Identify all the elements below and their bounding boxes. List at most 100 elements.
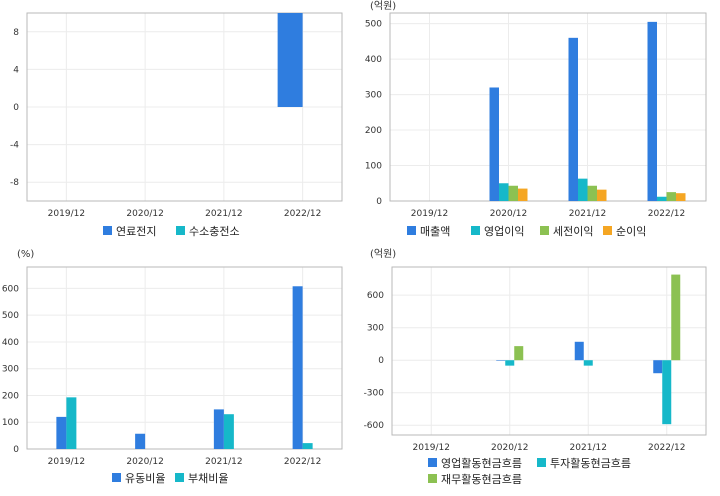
y-tick-label: 400 <box>2 338 19 348</box>
legend-label: 세전이익 <box>553 225 593 238</box>
legend-item[interactable]: 영업활동현금흐름 <box>428 456 522 470</box>
plot-frame <box>391 266 707 436</box>
bar <box>671 274 681 361</box>
legend-label: 영업이익 <box>484 225 524 238</box>
unit-label: (억원) <box>370 248 396 260</box>
legend-swatch <box>175 473 184 482</box>
bar <box>666 192 676 201</box>
legend-label: 투자활동현금흐름 <box>550 456 631 470</box>
y-tick-label: 600 <box>367 291 384 301</box>
x-tick-label: 2020/12 <box>491 443 528 453</box>
chart-2: 0 100 200 300 400 500 (억원) 2019/12 2020/12 2021/1… <box>365 0 707 238</box>
y-tick-label: 400 <box>365 55 382 65</box>
legend-swatch <box>428 474 437 483</box>
x-tick-label: 2022/12 <box>284 209 321 219</box>
y-tick-label: 200 <box>2 391 19 401</box>
legend-swatch <box>537 458 546 467</box>
legend-label: 순이익 <box>616 225 646 238</box>
bar <box>653 360 663 374</box>
legend-item[interactable]: 순이익 <box>603 225 646 238</box>
legend-item[interactable]: 투자활동현금흐름 <box>537 456 631 470</box>
y-tick-label: 300 <box>367 324 384 334</box>
bar <box>277 13 303 107</box>
legend-item[interactable]: 영업이익 <box>471 225 524 238</box>
y-tick-label: 500 <box>2 311 19 321</box>
bar <box>496 360 506 361</box>
y-tick-label: 8 <box>13 28 19 38</box>
bar <box>578 178 588 201</box>
plot-frame <box>26 12 343 202</box>
y-tick-label: 300 <box>365 91 382 101</box>
bar <box>597 189 607 201</box>
legend-item[interactable]: 재무활동현금흐름 <box>428 472 522 486</box>
bar <box>505 360 515 366</box>
bar <box>518 188 528 201</box>
y-tick-label: -600 <box>364 421 385 431</box>
bar <box>292 286 303 449</box>
bar <box>213 409 224 449</box>
y-tick-label: 600 <box>2 284 19 294</box>
y-tick-label: 200 <box>365 126 382 136</box>
x-tick-label: 2019/12 <box>48 457 85 467</box>
legend-swatch <box>176 226 185 235</box>
legend-item[interactable]: 매출액 <box>407 225 450 238</box>
legend-swatch <box>407 226 416 235</box>
legend-swatch <box>112 473 121 482</box>
x-tick-label: 2022/12 <box>648 209 685 219</box>
bar <box>657 196 667 201</box>
y-tick-label: 500 <box>365 20 382 30</box>
bar <box>56 416 67 449</box>
legend-label: 매출액 <box>420 225 450 238</box>
plot-frame <box>26 266 343 450</box>
legend-swatch <box>471 226 480 235</box>
legend-label: 수소충전소 <box>189 225 240 238</box>
bar <box>676 193 686 201</box>
bar <box>583 360 593 366</box>
x-tick-label: 2019/12 <box>411 209 448 219</box>
bar <box>647 21 657 202</box>
x-tick-label: 2021/12 <box>205 209 242 219</box>
x-tick-label: 2021/12 <box>569 209 606 219</box>
y-tick-label: 0 <box>13 103 19 113</box>
legend-swatch <box>103 226 112 235</box>
unit-label: (억원) <box>370 0 396 12</box>
chart-3: 0 100 200 300 400 500 600 (%) 2019/12 2020/12 2021… <box>2 249 343 485</box>
legend-label: 영업활동현금흐름 <box>441 456 522 470</box>
bar <box>66 397 77 449</box>
x-tick-label: 2022/12 <box>648 443 685 453</box>
x-tick-label: 2019/12 <box>48 209 85 219</box>
legend-swatch <box>428 458 437 467</box>
y-tick-label: 0 <box>13 445 19 455</box>
legend-label: 유동비율 <box>125 472 165 485</box>
unit-label: (%) <box>17 249 34 260</box>
bar <box>499 183 509 201</box>
x-tick-label: 2020/12 <box>126 209 163 219</box>
bar <box>508 185 518 201</box>
y-tick-label: 100 <box>2 418 19 428</box>
y-tick-label: -8 <box>10 178 19 188</box>
legend-item[interactable]: 수소충전소 <box>176 225 240 238</box>
x-tick-label: 2020/12 <box>126 457 163 467</box>
y-tick-label: 0 <box>378 356 384 366</box>
legend-swatch <box>540 226 549 235</box>
legend-swatch <box>603 226 612 235</box>
bar <box>135 433 146 449</box>
legend-item[interactable]: 세전이익 <box>540 225 593 238</box>
legend-item[interactable]: 유동비율 <box>112 472 165 485</box>
x-tick-label: 2022/12 <box>284 457 321 467</box>
x-tick-label: 2020/12 <box>490 209 527 219</box>
bar <box>514 346 524 361</box>
bar <box>489 87 499 201</box>
legend-item[interactable]: 부채비율 <box>175 472 228 485</box>
chart-1: -8 -4 0 4 8 2019/12 2020/12 2021/12 2022/12 연료전지 수… <box>10 12 343 238</box>
y-tick-label: -4 <box>10 141 19 151</box>
plot-frame <box>389 12 707 202</box>
y-tick-label: 4 <box>13 65 19 75</box>
y-tick-label: 300 <box>2 365 19 375</box>
y-tick-label: -300 <box>364 389 385 399</box>
legend-label: 연료전지 <box>116 225 156 238</box>
legend-item[interactable]: 연료전지 <box>103 225 156 238</box>
bar <box>302 443 313 449</box>
y-tick-label: 100 <box>365 162 382 172</box>
